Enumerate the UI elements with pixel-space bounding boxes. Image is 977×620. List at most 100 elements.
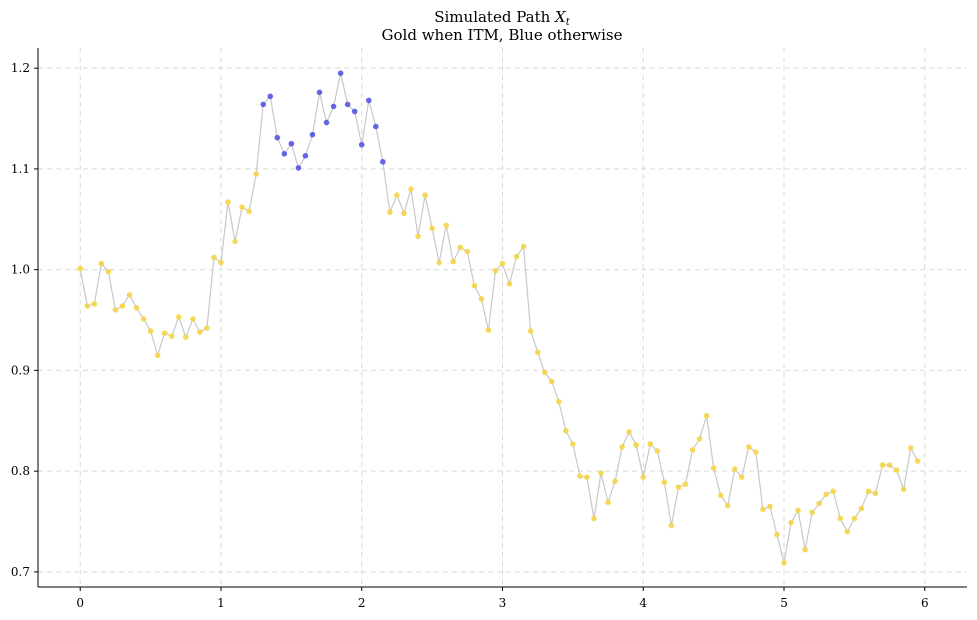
itm-point bbox=[640, 474, 647, 480]
y-tick-label: 1.0 bbox=[11, 263, 30, 277]
itm-point bbox=[584, 474, 590, 480]
itm-point bbox=[204, 325, 210, 331]
itm-point bbox=[886, 462, 893, 468]
otm-point bbox=[274, 134, 281, 141]
itm-point bbox=[563, 428, 569, 434]
itm-point bbox=[154, 352, 161, 359]
itm-point bbox=[710, 465, 717, 471]
itm-point bbox=[183, 334, 189, 340]
itm-point bbox=[471, 282, 478, 289]
itm-point bbox=[147, 328, 154, 334]
itm-point bbox=[105, 268, 112, 275]
itm-point bbox=[738, 474, 745, 480]
itm-point bbox=[746, 444, 752, 450]
itm-point bbox=[661, 479, 668, 486]
itm-point bbox=[774, 531, 780, 538]
itm-point bbox=[527, 328, 534, 334]
itm-point bbox=[851, 515, 858, 522]
itm-point bbox=[534, 349, 541, 356]
itm-point bbox=[548, 378, 555, 385]
itm-point bbox=[914, 458, 921, 464]
y-tick-label: 1.2 bbox=[11, 61, 30, 75]
y-tick-label: 1.1 bbox=[11, 162, 30, 176]
y-tick-label: 0.8 bbox=[11, 464, 30, 478]
otm-point bbox=[380, 159, 386, 165]
itm-point bbox=[485, 327, 492, 333]
itm-point bbox=[84, 303, 91, 309]
itm-point bbox=[900, 486, 907, 493]
itm-point bbox=[218, 259, 224, 266]
otm-point bbox=[309, 131, 316, 138]
y-tick-label: 0.9 bbox=[11, 363, 30, 377]
x-ticks: 0 1 2 3 4 5 6 bbox=[76, 587, 929, 610]
data-points bbox=[77, 70, 921, 566]
itm-point bbox=[91, 301, 98, 307]
otm-point bbox=[323, 119, 330, 126]
itm-point bbox=[872, 490, 879, 497]
itm-point bbox=[225, 199, 231, 205]
itm-point bbox=[809, 509, 815, 516]
itm-point bbox=[422, 192, 428, 198]
itm-point bbox=[98, 260, 105, 267]
itm-point bbox=[492, 267, 499, 274]
otm-point bbox=[302, 153, 309, 159]
series-line-layer bbox=[79, 73, 919, 563]
grid bbox=[38, 48, 967, 587]
itm-point bbox=[858, 505, 865, 512]
otm-point bbox=[373, 123, 379, 130]
otm-point bbox=[267, 93, 274, 100]
itm-point bbox=[682, 481, 689, 488]
x-tick-label: 3 bbox=[499, 596, 507, 610]
itm-point bbox=[443, 222, 450, 229]
itm-point bbox=[598, 470, 604, 476]
otm-point bbox=[330, 103, 337, 110]
itm-point bbox=[647, 441, 654, 447]
itm-point bbox=[464, 248, 471, 255]
itm-point bbox=[570, 441, 576, 447]
itm-point bbox=[119, 303, 126, 309]
itm-point bbox=[753, 449, 759, 455]
itm-point bbox=[168, 333, 175, 339]
itm-point bbox=[429, 225, 435, 232]
itm-point bbox=[788, 519, 794, 526]
chart-title-line1: Simulated Path Xt bbox=[434, 8, 570, 28]
itm-point bbox=[893, 467, 900, 473]
itm-point bbox=[190, 316, 196, 322]
itm-point bbox=[689, 447, 696, 453]
itm-point bbox=[239, 204, 245, 210]
x-tick-label: 6 bbox=[921, 596, 929, 610]
y-tick-label: 0.7 bbox=[11, 565, 30, 579]
itm-point bbox=[724, 502, 731, 509]
x-tick-label: 1 bbox=[217, 596, 225, 610]
itm-point bbox=[781, 560, 787, 566]
itm-point bbox=[77, 265, 84, 272]
itm-point bbox=[619, 444, 625, 450]
itm-point bbox=[450, 258, 457, 265]
itm-point bbox=[717, 492, 724, 499]
itm-point bbox=[577, 473, 583, 479]
itm-point bbox=[513, 253, 520, 260]
itm-point bbox=[211, 254, 217, 261]
itm-point bbox=[112, 307, 119, 313]
otm-point bbox=[281, 150, 288, 157]
itm-point bbox=[731, 466, 738, 472]
itm-point bbox=[823, 491, 830, 498]
itm-point bbox=[605, 499, 611, 506]
x-tick-label: 2 bbox=[358, 596, 366, 610]
itm-point bbox=[133, 305, 140, 311]
x-tick-label: 5 bbox=[780, 596, 788, 610]
x-tick-label: 4 bbox=[639, 596, 647, 610]
itm-point bbox=[879, 462, 886, 468]
itm-point bbox=[556, 398, 562, 405]
itm-point bbox=[612, 478, 618, 485]
itm-point bbox=[760, 506, 766, 513]
chart-title: Simulated Path Xt Gold when ITM, Blue ot… bbox=[382, 8, 623, 44]
itm-point bbox=[457, 244, 464, 251]
otm-point bbox=[337, 70, 344, 76]
itm-point bbox=[478, 296, 485, 302]
otm-point bbox=[288, 140, 295, 147]
itm-point bbox=[626, 429, 632, 435]
itm-point bbox=[816, 500, 822, 507]
itm-point bbox=[837, 515, 844, 522]
